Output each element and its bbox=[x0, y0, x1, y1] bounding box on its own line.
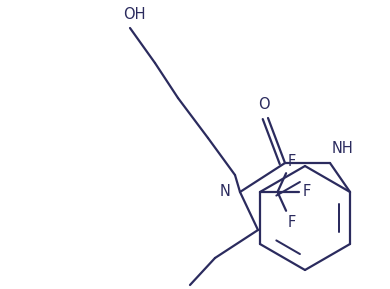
Text: NH: NH bbox=[332, 141, 354, 156]
Text: N: N bbox=[219, 184, 230, 199]
Text: OH: OH bbox=[122, 7, 145, 22]
Text: O: O bbox=[258, 97, 270, 112]
Text: F: F bbox=[288, 154, 296, 169]
Text: F: F bbox=[288, 215, 296, 230]
Text: F: F bbox=[303, 184, 311, 199]
